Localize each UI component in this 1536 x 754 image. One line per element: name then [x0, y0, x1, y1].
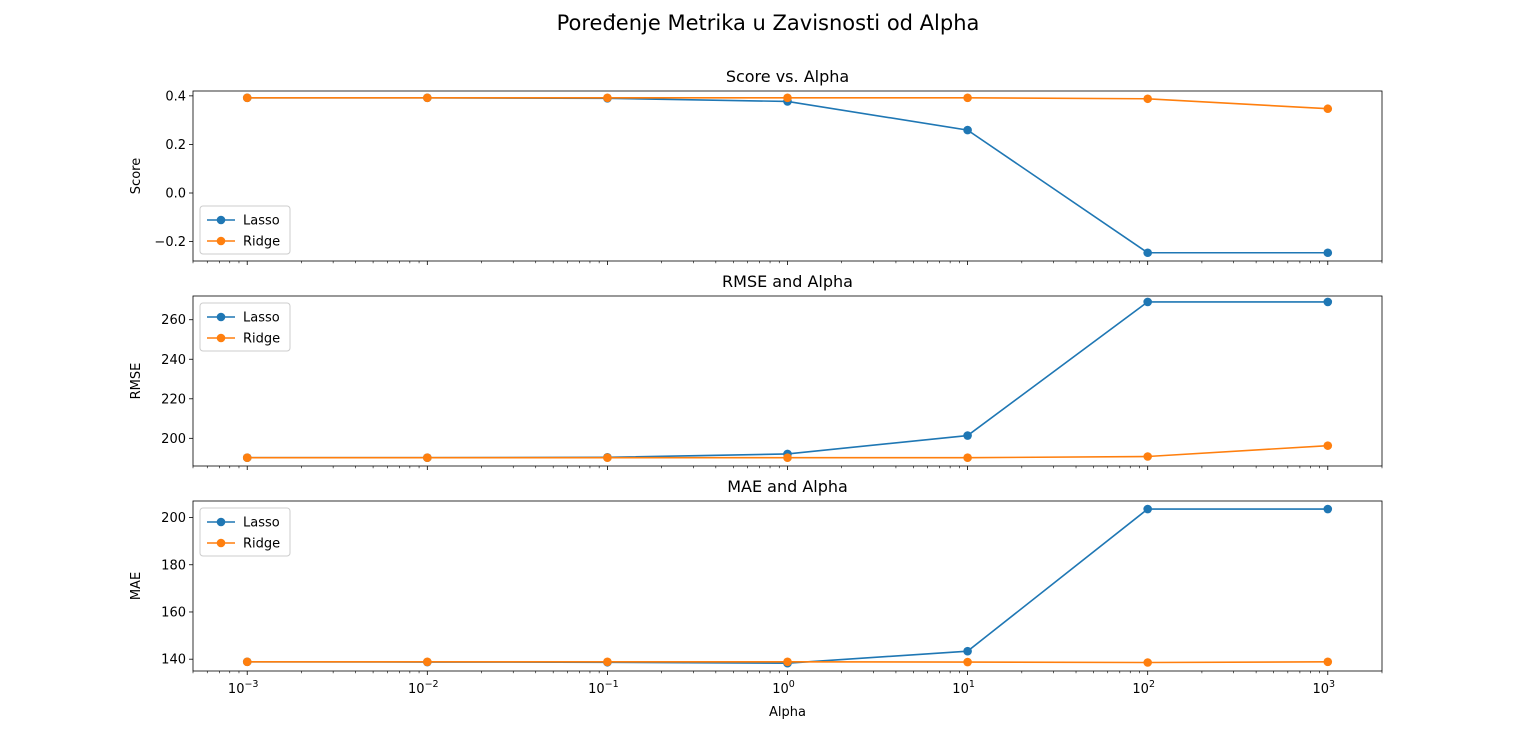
data-point-lasso	[963, 431, 972, 440]
subplot-3: MAE and Alpha MAE 140 160 180 200 10−3 10−2 10−1…	[129, 477, 1383, 720]
y-tick-label: −0.2	[154, 235, 186, 250]
subplot-title: RMSE and Alpha	[722, 272, 853, 291]
series-line-lasso	[247, 301, 1328, 459]
legend-label: Ridge	[243, 537, 280, 552]
legend-marker	[216, 333, 226, 343]
data-point-lasso	[963, 646, 972, 656]
y-axis-label: MAE	[129, 572, 144, 600]
axes-frame	[192, 500, 1383, 672]
data-point-ridge	[1323, 104, 1333, 114]
legend-label: Lasso	[243, 214, 280, 229]
axes-frame	[192, 90, 1383, 262]
series-line-lasso	[247, 508, 1328, 665]
y-tick-label: 220	[161, 392, 186, 407]
legend: Lasso Ridge	[199, 507, 291, 557]
legend-label: Lasso	[243, 516, 280, 531]
y-tick-label: 140	[161, 653, 186, 668]
data-point-lasso	[1323, 297, 1333, 307]
legend-label: Ridge	[243, 235, 280, 250]
subplots: Score vs. Alpha Score −0.2 0.0 0.2 0.4 Lasso Ri…	[129, 67, 1383, 720]
x-tick-label: 10−2	[408, 679, 439, 697]
legend: Lasso Ridge	[199, 205, 291, 255]
data-point-ridge	[783, 93, 792, 103]
data-point-ridge	[423, 453, 432, 462]
legend-marker	[216, 538, 226, 548]
y-axis-label: Score	[129, 158, 144, 194]
y-tick-label: 0.4	[165, 89, 186, 104]
axes-frame	[192, 295, 1383, 467]
legend-label: Lasso	[243, 311, 280, 326]
legend-marker	[216, 517, 226, 527]
data-point-ridge	[783, 453, 792, 462]
x-tick-label: 102	[1132, 679, 1155, 697]
x-tick-label: 101	[952, 679, 975, 697]
subplot-1: Score vs. Alpha Score −0.2 0.0 0.2 0.4 Lasso Ri…	[129, 67, 1383, 265]
data-point-ridge	[423, 657, 432, 667]
data-point-ridge	[603, 453, 612, 462]
data-point-ridge	[963, 93, 972, 103]
x-tick-label: 10−3	[228, 679, 259, 697]
data-point-lasso	[963, 125, 972, 135]
y-axis-label: RMSE	[129, 363, 144, 400]
x-tick-label: 100	[772, 679, 795, 697]
data-point-lasso	[1323, 248, 1333, 258]
subplot-title: MAE and Alpha	[727, 477, 848, 496]
legend-label: Ridge	[243, 332, 280, 347]
data-point-ridge	[963, 657, 972, 667]
legend: Lasso Ridge	[199, 302, 291, 352]
data-point-lasso	[1323, 504, 1333, 514]
data-point-ridge	[603, 93, 612, 103]
legend-marker	[216, 215, 226, 225]
y-tick-label: 160	[161, 605, 186, 620]
data-point-ridge	[1323, 441, 1333, 450]
data-point-ridge	[1143, 658, 1152, 667]
x-tick-label: 10−1	[588, 679, 619, 697]
legend-marker	[216, 312, 226, 322]
data-point-lasso	[1143, 297, 1152, 307]
x-tick-label: 103	[1312, 679, 1335, 697]
data-point-lasso	[1143, 248, 1152, 258]
data-point-ridge	[423, 93, 432, 103]
series-line-lasso	[247, 97, 1328, 254]
y-tick-label: 200	[161, 432, 186, 447]
y-tick-label: 260	[161, 313, 186, 328]
x-axis-label: Alpha	[769, 705, 806, 720]
data-point-ridge	[242, 453, 252, 462]
data-point-ridge	[783, 657, 792, 667]
data-point-ridge	[1323, 657, 1333, 667]
y-tick-label: 0.0	[165, 187, 186, 202]
figure-title: Poređenje Metrika u Zavisnosti od Alpha	[557, 11, 980, 35]
data-point-ridge	[242, 657, 252, 667]
data-point-ridge	[242, 93, 252, 103]
y-tick-label: 0.2	[165, 138, 186, 153]
data-point-lasso	[1143, 504, 1152, 514]
y-tick-label: 200	[161, 511, 186, 526]
y-tick-label: 240	[161, 353, 186, 368]
data-point-ridge	[1143, 452, 1152, 461]
data-point-ridge	[1143, 94, 1152, 104]
y-tick-label: 180	[161, 558, 186, 573]
subplot-2: RMSE and Alpha RMSE 200 220 240 260 Lasso Ridge	[129, 272, 1383, 470]
data-point-ridge	[603, 657, 612, 667]
data-point-ridge	[963, 453, 972, 462]
subplot-title: Score vs. Alpha	[726, 67, 849, 86]
legend-marker	[216, 236, 226, 246]
